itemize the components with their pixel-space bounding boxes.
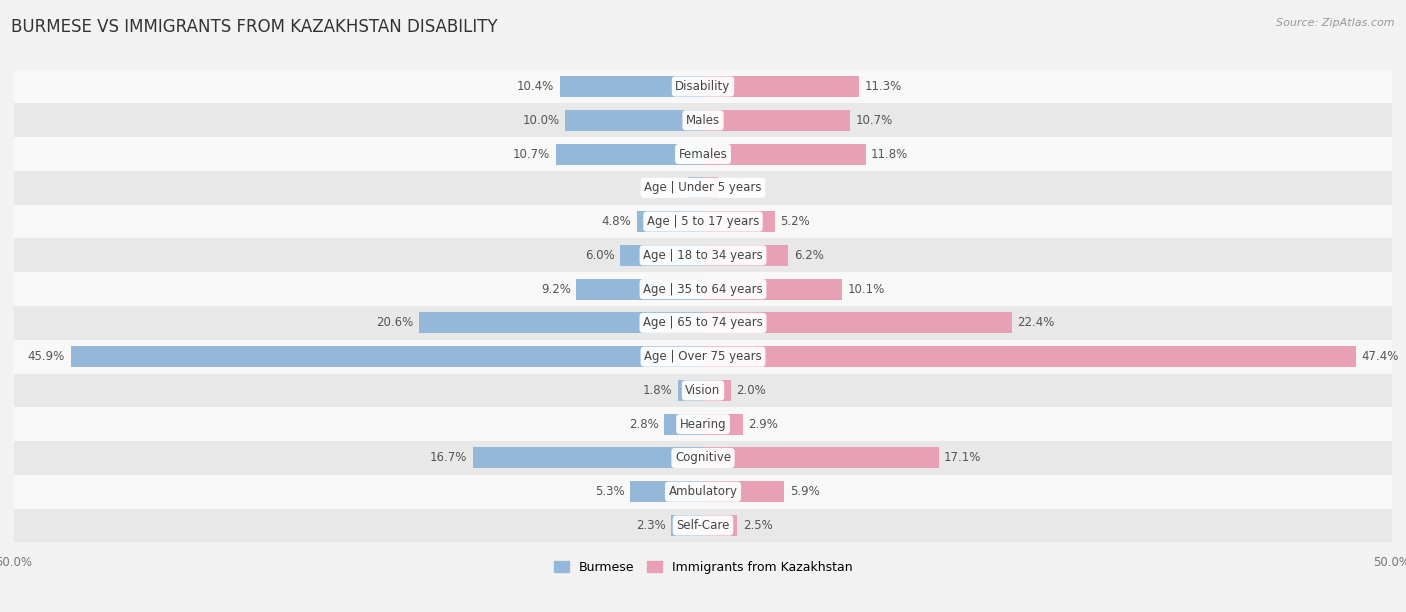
Text: 2.5%: 2.5% [742,519,773,532]
Bar [703,414,742,435]
Text: 20.6%: 20.6% [377,316,413,329]
Text: 9.2%: 9.2% [541,283,571,296]
Bar [703,245,789,266]
Bar [560,76,703,97]
Text: 10.1%: 10.1% [848,283,884,296]
Text: 16.7%: 16.7% [430,452,467,465]
Bar [14,70,1392,103]
Bar [637,211,703,232]
Text: 47.4%: 47.4% [1361,350,1399,363]
Bar [703,177,718,198]
Text: Age | 18 to 34 years: Age | 18 to 34 years [643,249,763,262]
Bar [703,380,731,401]
Bar [703,110,851,131]
Bar [703,346,1357,367]
Bar [14,272,1392,306]
Text: Females: Females [679,147,727,160]
Bar [703,312,1012,334]
Text: 10.4%: 10.4% [517,80,554,93]
Text: 1.8%: 1.8% [643,384,672,397]
Bar [703,144,866,165]
Bar [630,481,703,502]
Bar [620,245,703,266]
Text: 2.9%: 2.9% [748,417,779,431]
Bar [14,103,1392,137]
Bar [703,76,859,97]
Text: Ambulatory: Ambulatory [668,485,738,498]
Bar [555,144,703,165]
Text: Source: ZipAtlas.com: Source: ZipAtlas.com [1277,18,1395,28]
Text: 2.0%: 2.0% [737,384,766,397]
Bar [14,239,1392,272]
Bar [678,380,703,401]
Text: Age | 35 to 64 years: Age | 35 to 64 years [643,283,763,296]
Text: Self-Care: Self-Care [676,519,730,532]
Bar [688,177,703,198]
Bar [665,414,703,435]
Bar [419,312,703,334]
Bar [703,515,738,536]
Text: 6.0%: 6.0% [585,249,614,262]
Text: 6.2%: 6.2% [794,249,824,262]
Bar [565,110,703,131]
Text: 4.8%: 4.8% [602,215,631,228]
Legend: Burmese, Immigrants from Kazakhstan: Burmese, Immigrants from Kazakhstan [548,556,858,579]
Text: 10.7%: 10.7% [513,147,550,160]
Text: Cognitive: Cognitive [675,452,731,465]
Text: 5.9%: 5.9% [790,485,820,498]
Bar [703,211,775,232]
Text: Age | Under 5 years: Age | Under 5 years [644,181,762,195]
Text: 2.3%: 2.3% [636,519,666,532]
Text: 45.9%: 45.9% [28,350,65,363]
Text: Age | 65 to 74 years: Age | 65 to 74 years [643,316,763,329]
Text: 11.8%: 11.8% [872,147,908,160]
Text: 17.1%: 17.1% [945,452,981,465]
Bar [14,509,1392,542]
Text: Disability: Disability [675,80,731,93]
Text: Hearing: Hearing [679,417,727,431]
Text: 2.8%: 2.8% [628,417,659,431]
Bar [14,204,1392,239]
Bar [70,346,703,367]
Text: 1.1%: 1.1% [652,181,682,195]
Text: Vision: Vision [685,384,721,397]
Bar [576,278,703,300]
Text: 10.0%: 10.0% [523,114,560,127]
Bar [14,306,1392,340]
Bar [703,481,785,502]
Text: Age | Over 75 years: Age | Over 75 years [644,350,762,363]
Bar [14,171,1392,204]
Bar [14,137,1392,171]
Bar [671,515,703,536]
Bar [14,475,1392,509]
Bar [472,447,703,468]
Bar [14,441,1392,475]
Text: 1.1%: 1.1% [724,181,754,195]
Text: 5.3%: 5.3% [595,485,624,498]
Bar [703,278,842,300]
Text: 10.7%: 10.7% [856,114,893,127]
Bar [14,373,1392,408]
Text: 22.4%: 22.4% [1017,316,1054,329]
Text: Age | 5 to 17 years: Age | 5 to 17 years [647,215,759,228]
Bar [14,408,1392,441]
Text: Males: Males [686,114,720,127]
Text: 5.2%: 5.2% [780,215,810,228]
Text: 11.3%: 11.3% [865,80,901,93]
Text: BURMESE VS IMMIGRANTS FROM KAZAKHSTAN DISABILITY: BURMESE VS IMMIGRANTS FROM KAZAKHSTAN DI… [11,18,498,36]
Bar [14,340,1392,373]
Bar [703,447,939,468]
